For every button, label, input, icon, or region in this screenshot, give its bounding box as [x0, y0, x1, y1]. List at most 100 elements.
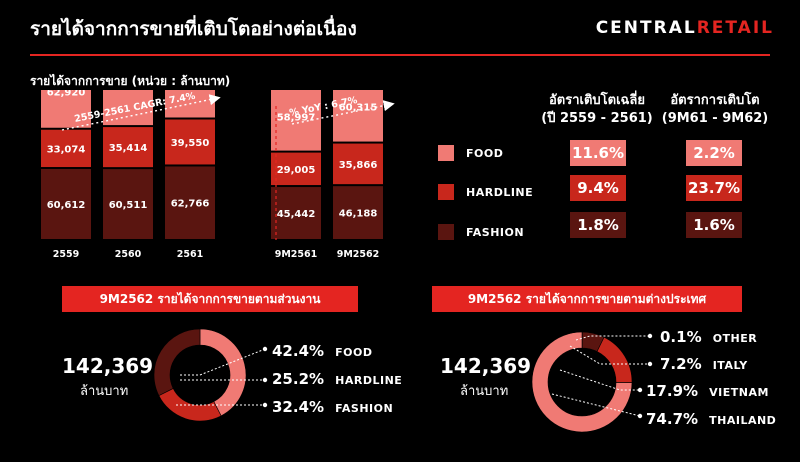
bar-label-fashion-9M2561: 45,442 — [277, 209, 316, 220]
segment-leader-dot-hardline — [262, 377, 268, 383]
legend-fashion-label: FASHION — [466, 226, 525, 239]
segment-hardline-pct: 25.2% — [272, 370, 325, 388]
bar-label-hardline-9M2562: 35,866 — [339, 160, 378, 171]
legend-food-swatch — [438, 145, 454, 161]
country-other-label: OTHER — [712, 332, 758, 345]
country-italy-label: ITALY — [712, 359, 748, 372]
growth-header-line1: อัตราการเติบโต — [670, 93, 760, 108]
bar-label-food-9M2561: 58,997 — [277, 113, 316, 124]
bar-hardline-9M2562 — [333, 143, 383, 185]
country-vietnam-pct: 17.9% — [646, 382, 699, 400]
country-slice-vietnam — [596, 336, 633, 384]
x-tick-2559: 2559 — [53, 249, 79, 260]
bar-fashion-2560 — [103, 169, 153, 239]
page-title: รายได้จากการขายที่เติบโตอย่างต่อเนื่อง — [30, 18, 357, 40]
food-growth: 2.2% — [686, 140, 742, 166]
segment-food-pct: 42.4% — [272, 342, 325, 360]
segment-item-hardline: 25.2% HARDLINE — [272, 369, 402, 388]
yoy-arrow — [291, 100, 395, 125]
logo-text-retail: RETAIL — [696, 18, 774, 38]
brand-logo: CENTRALRETAIL — [596, 18, 774, 38]
bar-label-fashion-2559: 60,612 — [47, 200, 86, 211]
bar-label-food-2559: 62,920 — [47, 90, 86, 98]
logo-text-central: CENTRAL — [595, 18, 697, 38]
bar-food-9M2562 — [333, 90, 383, 142]
country-italy-pct: 7.2% — [660, 355, 702, 373]
bar-label-hardline-2560: 35,414 — [109, 143, 148, 154]
segment-fashion-pct: 32.4% — [272, 398, 325, 416]
avg-growth-header-line1: อัตราเติบโตเฉลี่ย — [549, 93, 645, 108]
bar-label-fashion-2560: 60,511 — [109, 200, 148, 211]
fashion-growth: 1.6% — [686, 212, 742, 238]
segment-total-unit: ล้านบาท — [80, 384, 129, 399]
segment-fashion-label: FASHION — [335, 402, 394, 415]
cagr-arrow — [61, 94, 221, 131]
bar-label-food-9M2562: 60,315 — [339, 103, 378, 114]
country-total-unit: ล้านบาท — [460, 384, 509, 399]
segment-item-food: 42.4% FOOD — [272, 341, 373, 360]
country-leader-italy — [569, 345, 650, 365]
bar-label-hardline-2561: 39,550 — [171, 138, 210, 149]
country-thailand-label: THAILAND — [709, 414, 777, 427]
country-item-other: 0.1% OTHER — [660, 327, 757, 346]
legend-hardline-label: HARDLINE — [466, 186, 534, 199]
bar-label-fashion-9M2562: 46,188 — [339, 209, 378, 220]
country-total: 142,369 — [440, 354, 532, 378]
header-underline — [30, 54, 770, 56]
x-tick-9M2562: 9M2562 — [337, 249, 380, 260]
bar-fashion-9M2562 — [333, 186, 383, 239]
bar-label-hardline-9M2561: 29,005 — [277, 165, 316, 176]
legend-food-label: FOOD — [466, 147, 504, 160]
food-avg-growth: 11.6% — [570, 140, 626, 166]
country-other-pct: 0.1% — [660, 328, 702, 346]
country-banner: 9M2562 รายได้จากการขายตามต่างประเทศ — [432, 286, 742, 312]
country-thailand-pct: 74.7% — [646, 410, 699, 428]
bar-chart-subtitle: รายได้จากการขาย (หน่วย : ล้านบาท) — [30, 74, 231, 88]
avg-growth-header: อัตราเติบโตเฉลี่ย (ปี 2559 - 2561) — [532, 92, 662, 128]
segment-food-label: FOOD — [335, 346, 373, 359]
country-item-vietnam: 17.9% VIETNAM — [646, 381, 769, 400]
bar-hardline-2561 — [165, 119, 215, 165]
country-item-italy: 7.2% ITALY — [660, 354, 748, 373]
country-leader-other — [575, 335, 650, 341]
segment-banner: 9M2562 รายได้จากการขายตามส่วนงาน — [62, 286, 358, 312]
x-tick-2561: 2561 — [177, 249, 203, 260]
country-donut-chart — [531, 331, 653, 433]
country-leader-dot-vietnam — [637, 387, 643, 393]
country-slice-thailand — [531, 331, 633, 433]
bar-hardline-2560 — [103, 127, 153, 168]
fashion-avg-growth: 1.8% — [570, 212, 626, 238]
growth-header-line2: (9M61 - 9M62) — [661, 111, 769, 126]
segment-slice-hardline — [158, 388, 222, 422]
segment-slice-fashion — [153, 328, 201, 397]
growth-header: อัตราการเติบโต (9M61 - 9M62) — [660, 92, 770, 128]
bar-fashion-2559 — [41, 169, 91, 239]
legend-fashion-swatch — [438, 224, 454, 240]
segment-donut-chart — [153, 328, 268, 422]
segment-item-fashion: 32.4% FASHION — [272, 397, 393, 416]
country-item-thailand: 74.7% THAILAND — [646, 409, 776, 428]
country-leader-vietnam — [559, 369, 640, 391]
country-leader-dot-italy — [647, 361, 653, 367]
country-vietnam-label: VIETNAM — [709, 386, 769, 399]
country-leader-dot-other — [647, 333, 653, 339]
x-tick-9M2561: 9M2561 — [275, 249, 318, 260]
avg-growth-header-line2: (ปี 2559 - 2561) — [541, 111, 653, 126]
segment-leader-dot-fashion — [262, 402, 268, 408]
bar-fashion-2561 — [165, 166, 215, 239]
bar-hardline-2559 — [41, 129, 91, 168]
segment-leader-food — [180, 348, 266, 376]
bar-label-hardline-2559: 33,074 — [47, 144, 86, 155]
segment-slice-food — [199, 328, 247, 417]
bar-hardline-9M2561 — [271, 152, 321, 186]
hardline-growth: 23.7% — [686, 175, 742, 201]
bar-food-2559 — [41, 90, 91, 128]
segment-leader-dot-food — [262, 346, 268, 352]
bar-fashion-9M2561 — [271, 187, 321, 239]
x-tick-2560: 2560 — [115, 249, 142, 260]
bar-label-fashion-2561: 62,766 — [171, 199, 210, 210]
segment-total: 142,369 — [62, 354, 154, 378]
legend-hardline-swatch — [438, 184, 454, 200]
segment-hardline-label: HARDLINE — [335, 374, 403, 387]
revenue-stacked-bar-chart: 60,61233,07462,920156,605255960,51135,41… — [41, 90, 395, 260]
